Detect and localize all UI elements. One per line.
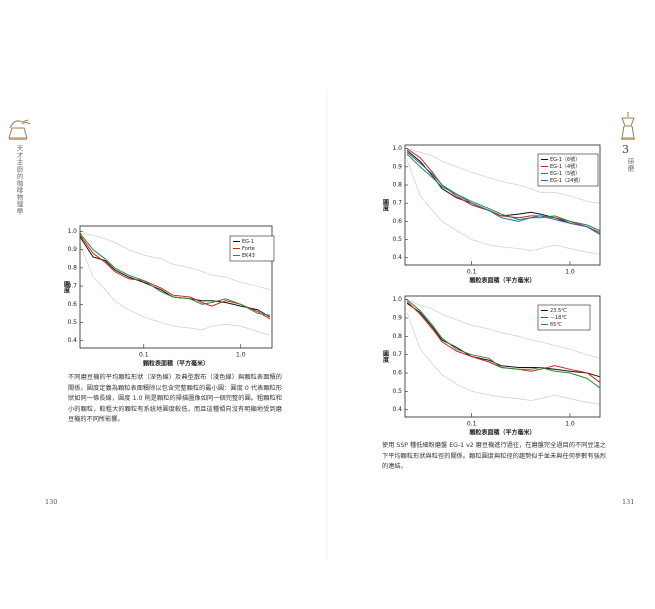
- chapter-number: 3: [622, 143, 629, 156]
- y-tick-label: 0.8: [392, 333, 402, 340]
- x-axis-label: 顆粒表面積（平方毫米）: [143, 360, 209, 368]
- caption: 使用 SSP 種低細粉磨盤 EG-1 v2 磨豆機進行過往，在磨盤完全過目的不同…: [382, 442, 606, 470]
- y-tick-label: 0.9: [67, 246, 77, 253]
- spread-line: [79, 232, 271, 291]
- legend-label: 65℃: [550, 322, 562, 328]
- x-tick-label: 0.1: [467, 421, 477, 428]
- y-axis-label: 圓度: [63, 280, 70, 294]
- legend-label: －18℃: [550, 315, 567, 321]
- spread-line: [406, 159, 600, 255]
- x-tick-label: 1.0: [565, 421, 575, 428]
- y-tick-label: 1.0: [67, 228, 77, 235]
- legend-label: EG-1（5號）: [550, 170, 580, 177]
- spread-line: [406, 312, 600, 405]
- y-tick-label: 0.9: [392, 315, 402, 322]
- y-tick-label: 1.0: [392, 296, 402, 303]
- y-tick-label: 0.5: [392, 388, 402, 395]
- y-tick-label: 0.6: [392, 218, 402, 225]
- y-tick-label: 0.5: [392, 236, 402, 243]
- y-tick-label: 0.8: [67, 264, 77, 271]
- x-tick-label: 0.1: [467, 269, 477, 276]
- y-axis-label: 圓度: [382, 350, 389, 364]
- series-line: [79, 232, 270, 316]
- chart: 0.4 0.5 0.6 0.7 0.8 0.9 1.0 0.1 1.0 顆粒表面積（平方毫米） 圓度…: [382, 144, 601, 285]
- y-tick-label: 0.7: [392, 200, 402, 207]
- legend-label: EG-1（4號）: [550, 163, 580, 170]
- y-tick-label: 0.9: [392, 163, 402, 170]
- plot-frame: [79, 225, 273, 349]
- running-title: 天才主廚的咖啡物理學: [15, 145, 23, 215]
- plot-frame: [404, 295, 601, 418]
- legend-label: 23.5℃: [550, 308, 567, 314]
- series-line: [406, 153, 600, 231]
- y-tick-label: 0.7: [392, 351, 402, 358]
- legend-label: EG-1（6號）: [550, 156, 580, 163]
- caption: 不同磨豆機的平均顆粒形狀（深色線）及典型散布（淺色線）與顆粒表面積的關係。圓度定…: [68, 374, 282, 423]
- y-tick-label: 0.4: [392, 406, 402, 413]
- page-number: 130: [45, 498, 58, 506]
- legend-label: Forte: [242, 246, 255, 252]
- y-tick-label: 1.0: [392, 145, 402, 152]
- dripper-icon: [621, 112, 635, 140]
- kettle-icon: [8, 119, 31, 140]
- y-tick-label: 0.8: [392, 182, 402, 189]
- x-axis-label: 顆粒表面積（平方毫米）: [469, 277, 535, 285]
- series-line: [406, 302, 600, 378]
- y-tick-label: 0.4: [392, 254, 402, 261]
- page-number: 131: [622, 498, 635, 506]
- chart: 0.4 0.5 0.6 0.7 0.8 0.9 1.0 0.1 1.0 顆粒表面積（平方毫米） 圓度…: [382, 295, 601, 437]
- y-axis-label: 圓度: [382, 198, 389, 212]
- spread-line: [79, 244, 271, 336]
- legend-label: EK43: [242, 253, 255, 259]
- plot-frame: [404, 144, 601, 266]
- x-tick-label: 1.0: [236, 352, 246, 359]
- series-line: [406, 148, 600, 233]
- chapter-title: 研磨: [626, 158, 634, 172]
- x-axis-label: 顆粒表面積（平方毫米）: [469, 429, 535, 437]
- x-tick-label: 0.1: [139, 352, 149, 359]
- legend-label: EG-1: [242, 239, 254, 245]
- chart: 0.4 0.5 0.6 0.7 0.8 0.9 1.0 0.1 1.0 顆粒表面積（平方毫米） 圓度…: [63, 225, 275, 368]
- legend-label: EG-1（24號）: [550, 177, 583, 184]
- spread-line: [406, 299, 600, 359]
- y-tick-label: 0.5: [67, 319, 77, 326]
- legend-box: [229, 235, 275, 262]
- y-tick-label: 0.7: [67, 283, 77, 290]
- series-line: [406, 299, 600, 389]
- y-tick-label: 0.6: [67, 301, 77, 308]
- x-tick-label: 1.0: [565, 269, 575, 276]
- y-tick-label: 0.4: [67, 337, 77, 344]
- y-tick-label: 0.6: [392, 370, 402, 377]
- spread-line: [406, 148, 600, 204]
- series-line: [79, 234, 271, 320]
- series-line: [406, 151, 600, 235]
